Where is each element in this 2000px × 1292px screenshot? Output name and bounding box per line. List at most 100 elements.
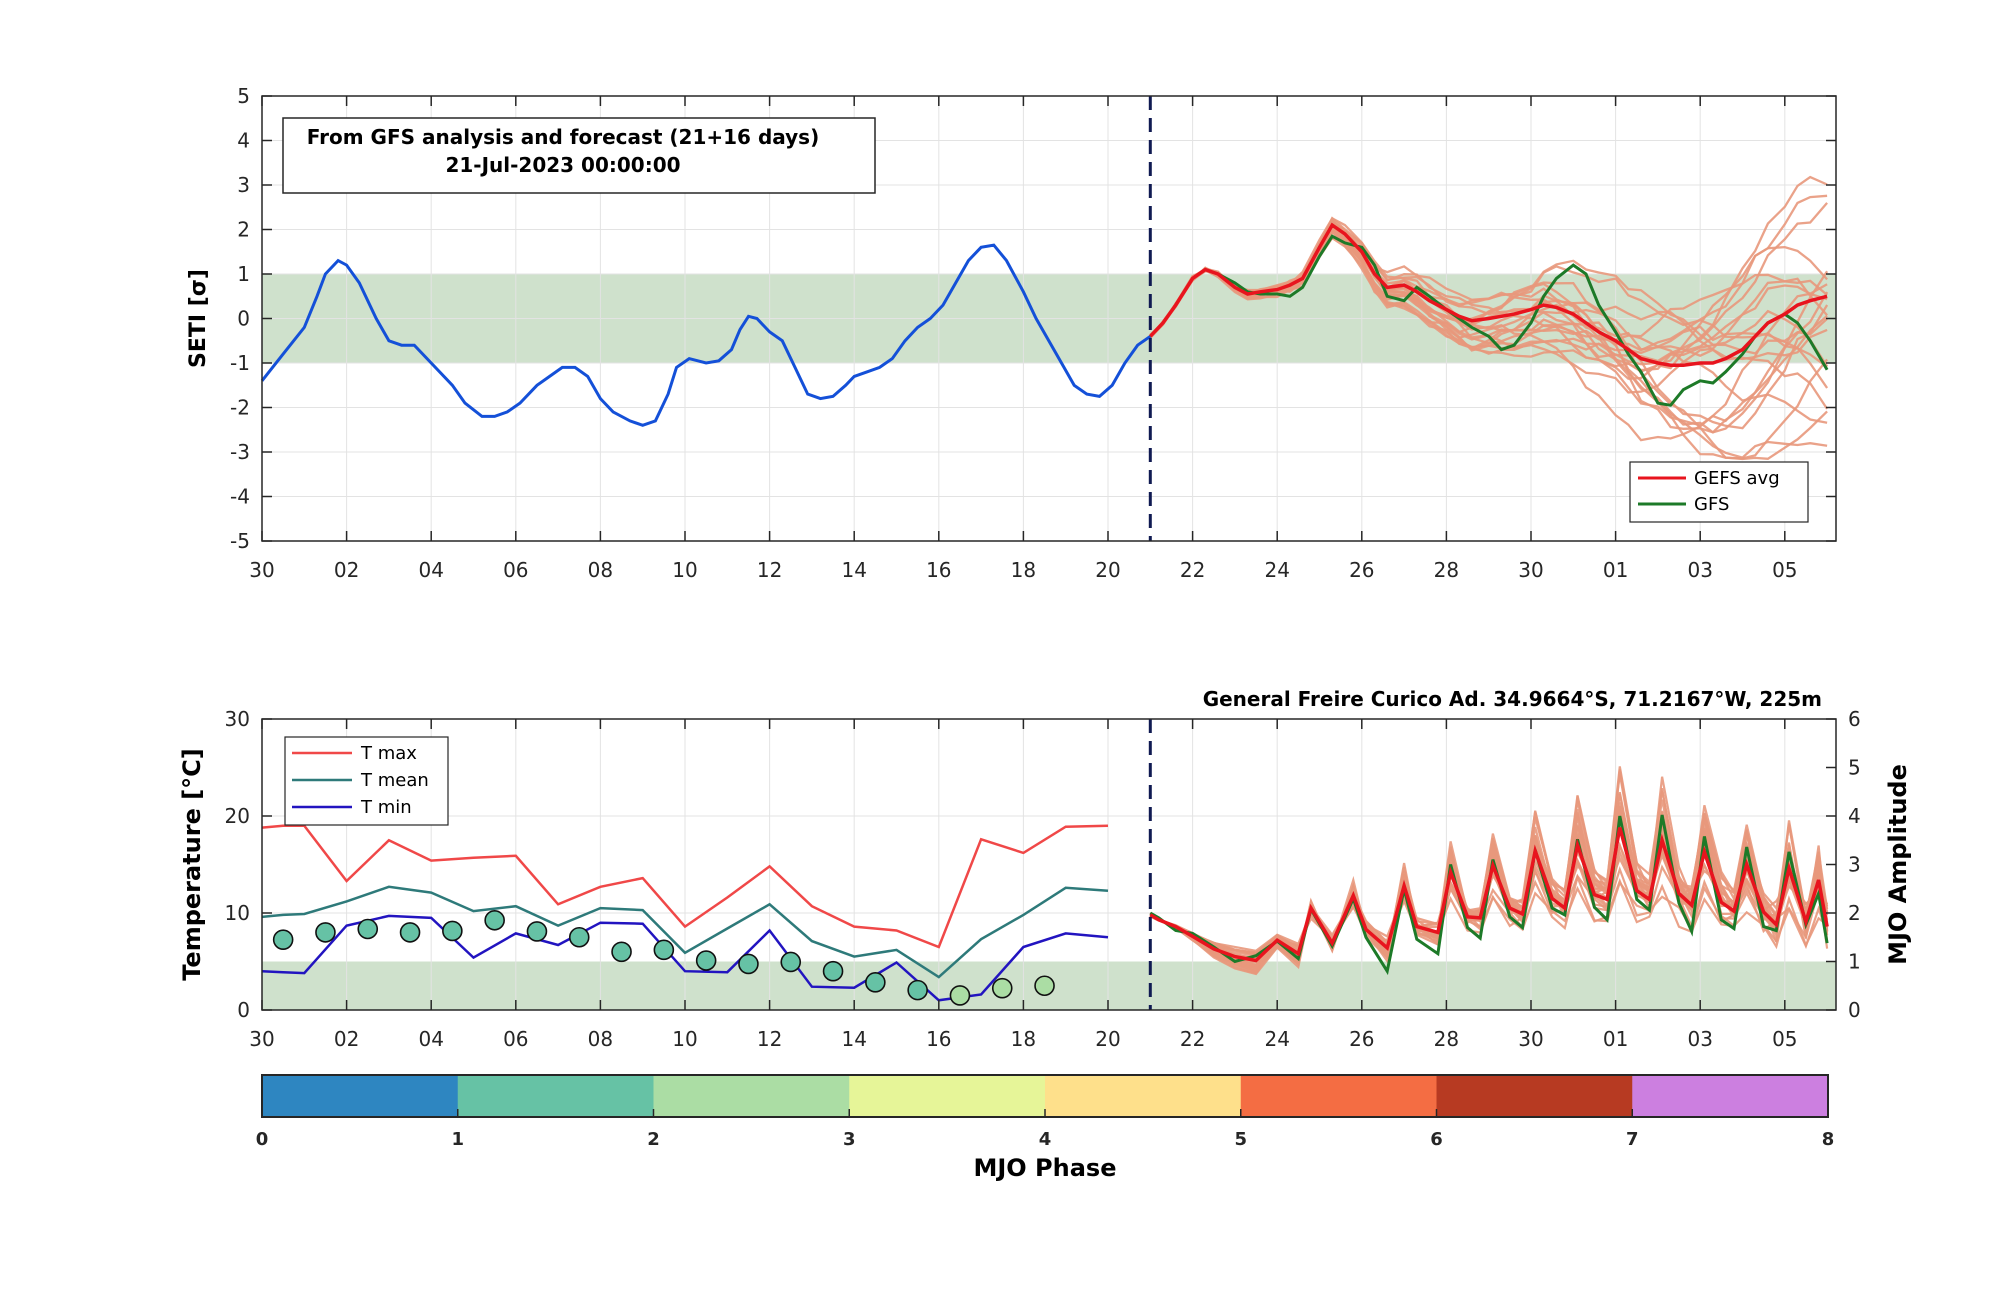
temperature-x-tick-label: 05 [1772, 1027, 1797, 1051]
legend-tmin-label: T min [360, 797, 412, 818]
temperature-x-tick-label: 20 [1095, 1027, 1120, 1051]
legend-gefs-avg-label: GEFS avg [1694, 468, 1780, 489]
temperature-y-axis-label: Temperature [°C] [178, 748, 206, 981]
mjo-phase-tick-label: 7 [1626, 1129, 1639, 1150]
temperature-x-tick-label: 26 [1349, 1027, 1374, 1051]
seti-x-tick-label: 14 [841, 558, 866, 582]
temperature-x-tick-label: 28 [1434, 1027, 1459, 1051]
mjo-phase-segment [1240, 1075, 1437, 1117]
temperature-x-tick-label: 12 [757, 1027, 782, 1051]
mjo-phase-segment [262, 1075, 459, 1117]
seti-y-tick-label: 1 [237, 262, 250, 286]
mjo-amplitude-tick-label: 1 [1848, 950, 1861, 974]
mjo-amplitude-y-ticks: 6 5 4 3 2 1 0 [1826, 707, 1861, 1022]
mjo-amplitude-tick-label: 5 [1848, 756, 1861, 780]
seti-y-tick-label: -2 [230, 396, 250, 420]
mjo-phase-segment [653, 1075, 850, 1117]
seti-x-tick-label: 08 [588, 558, 613, 582]
mjo-point [484, 909, 505, 931]
temperature-x-tick-label: 16 [926, 1027, 951, 1051]
mjo-phase-tick-label: 5 [1234, 1129, 1247, 1150]
mjo-point [442, 920, 463, 942]
seti-x-tick-label: 30 [249, 558, 274, 582]
tmax-line [261, 824, 1109, 949]
legend-tmean-label: T mean [360, 770, 429, 791]
seti-y-axis-label: SETI [σ] [186, 269, 211, 368]
seti-x-tick-label: 22 [1180, 558, 1205, 582]
mjo-amplitude-tick-label: 6 [1848, 707, 1861, 731]
mjo-amplitude-axis-label: MJO Amplitude [1884, 764, 1912, 965]
temperature-x-tick-label: 30 [249, 1027, 274, 1051]
mjo-point [695, 950, 717, 971]
temperature-x-tick-label: 18 [1011, 1027, 1036, 1051]
mjo-phase-colorbar: 0 1 2 3 4 5 6 7 8 MJO Phase [256, 1074, 1834, 1182]
mjo-phase-tick-label: 6 [1430, 1129, 1443, 1150]
station-title: General Freire Curico Ad. 34.9664°S, 71.… [1203, 687, 1822, 711]
seti-x-tick-label: 28 [1434, 558, 1459, 582]
mjo-point [865, 972, 886, 993]
temperature-y-tick-label: 10 [225, 901, 250, 925]
seti-y-tick-label: -1 [230, 351, 250, 375]
mjo-phase-label: MJO Phase [973, 1154, 1116, 1182]
mjo-point [315, 922, 336, 943]
mjo-phase-segment [1045, 1075, 1242, 1117]
seti-y-tick-label: 0 [237, 307, 250, 331]
seti-x-tick-label: 02 [334, 558, 359, 582]
mjo-amplitude-tick-label: 0 [1848, 998, 1861, 1022]
mjo-phase-tick-label: 2 [647, 1129, 660, 1150]
seti-x-ticks: 30 02 04 06 08 10 12 14 16 18 20 22 24 26 28 30 01 03 05 [249, 96, 1798, 582]
temperature-ensemble-members [1149, 766, 1829, 976]
seti-annotation-line1: From GFS analysis and forecast (21+16 da… [307, 125, 819, 149]
seti-x-tick-label: 03 [1687, 558, 1712, 582]
seti-y-tick-label: 2 [237, 218, 250, 242]
seti-y-tick-label: 5 [237, 84, 250, 108]
seti-x-tick-label: 30 [1518, 558, 1543, 582]
mjo-point [568, 926, 590, 948]
mjo-phase-ticks: 0 1 2 3 4 5 6 7 8 [256, 1109, 1834, 1150]
seti-x-tick-label: 10 [672, 558, 697, 582]
seti-y-tick-label: 3 [237, 173, 250, 197]
temperature-y-tick-label: 0 [237, 998, 250, 1022]
temperature-y-tick-label: 30 [225, 707, 250, 731]
mjo-phase-segment [1632, 1075, 1829, 1117]
legend-tmax-label: T max [360, 743, 417, 764]
seti-annotation-box: From GFS analysis and forecast (21+16 da… [282, 117, 876, 194]
mjo-point [822, 960, 844, 982]
seti-x-tick-label: 06 [503, 558, 528, 582]
mjo-point [949, 985, 971, 1006]
temperature-y-tick-label: 20 [225, 804, 250, 828]
temperature-x-tick-label: 30 [1518, 1027, 1543, 1051]
seti-y-tick-label: -5 [230, 529, 250, 553]
temperature-x-tick-label: 14 [841, 1027, 866, 1051]
temperature-x-tick-label: 08 [588, 1027, 613, 1051]
tmean-line [261, 885, 1109, 979]
mjo-amplitude-tick-label: 3 [1848, 853, 1861, 877]
mjo-amplitude-points [272, 909, 1055, 1006]
temperature-x-tick-label: 06 [503, 1027, 528, 1051]
mjo-phase-segment [1436, 1075, 1633, 1117]
mjo-point [907, 979, 928, 1001]
mjo-point [399, 922, 421, 943]
seti-x-tick-label: 18 [1011, 558, 1036, 582]
seti-observed-line [260, 243, 1152, 427]
seti-x-tick-label: 12 [757, 558, 782, 582]
temperature-gefs-avg-line [1149, 827, 1829, 963]
temperature-x-tick-label: 04 [418, 1027, 443, 1051]
seti-y-ticks: 5 4 3 2 1 0 -1 -2 -3 -4 -5 [230, 84, 1836, 553]
seti-x-tick-label: 16 [926, 558, 951, 582]
mjo-point [357, 918, 379, 940]
temperature-x-tick-label: 01 [1603, 1027, 1628, 1051]
temperature-x-ticks: 30 02 04 06 08 10 12 14 16 18 20 22 24 26 28 30 01 03 05 [249, 719, 1798, 1051]
mjo-point [526, 921, 548, 942]
mjo-phase-segment [457, 1075, 654, 1117]
temperature-x-tick-label: 03 [1687, 1027, 1712, 1051]
mjo-phase-tick-label: 3 [843, 1129, 856, 1150]
seti-x-tick-label: 04 [418, 558, 443, 582]
mjo-point [653, 939, 675, 961]
seti-x-tick-label: 20 [1095, 558, 1120, 582]
temperature-x-tick-label: 24 [1264, 1027, 1289, 1051]
seti-y-tick-label: 4 [237, 129, 250, 153]
seti-gefs-avg-line [1149, 222, 1828, 367]
